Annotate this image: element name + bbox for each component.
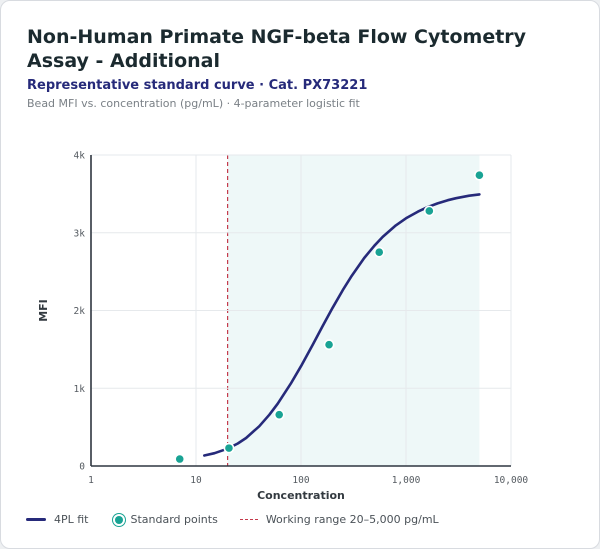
standard-point-6[interactable] — [423, 205, 435, 217]
standard-point-5[interactable] — [373, 246, 385, 258]
legend-label-points: Standard points — [130, 513, 218, 526]
legend-line-swatch — [26, 518, 46, 521]
legend: 4PL fit Standard points Working range 20… — [26, 513, 461, 526]
fit-curve — [203, 193, 481, 457]
standard-point-7[interactable] — [473, 169, 485, 181]
chart-title: Non-Human Primate NGF-beta Flow Cytometr… — [27, 26, 527, 72]
x-tick-label-1: 10 — [190, 475, 202, 486]
legend-dot-swatch — [114, 515, 123, 524]
chart-caption: Bead MFI vs. concentration (pg/mL) · 4-p… — [27, 97, 360, 110]
legend-item-fit[interactable]: 4PL fit — [26, 513, 89, 526]
axis-layer — [90, 155, 511, 467]
x-axis-label: Concentration — [257, 489, 345, 502]
y-tick-label-3: 3k — [74, 228, 86, 239]
legend-dash-swatch — [239, 519, 258, 520]
legend-label-working-range: Working range 20–5,000 pg/mL — [265, 513, 439, 526]
legend-label-fit: 4PL fit — [54, 513, 89, 526]
standard-points-layer — [174, 169, 485, 465]
y-tick-label-4: 4k — [74, 151, 86, 162]
standard-point-1[interactable] — [174, 453, 186, 465]
x-tick-label-3: 1,000 — [392, 475, 421, 486]
legend-item-working-range[interactable]: Working range 20–5,000 pg/mL — [239, 513, 439, 526]
y-tick-label-1: 1k — [74, 384, 86, 395]
x-tick-label-4: 10,000 — [494, 475, 529, 486]
fit-curve-layer — [203, 193, 481, 457]
standard-point-3[interactable] — [273, 409, 285, 421]
y-tick-label-0: 0 — [79, 462, 85, 473]
standard-point-2[interactable] — [223, 442, 235, 454]
grid-layer — [91, 154, 512, 466]
standard-point-4[interactable] — [323, 339, 335, 351]
x-tick-label-0: 1 — [88, 475, 94, 486]
y-axis-label: MFI — [37, 299, 50, 322]
legend-item-points[interactable]: Standard points — [111, 513, 218, 526]
x-tick-label-2: 100 — [292, 475, 309, 486]
y-tick-label-2: 2k — [74, 306, 86, 317]
chart-subtitle: Representative standard curve · Cat. PX7… — [27, 78, 368, 93]
tick-label-layer: 0 1k 2k 3k 4k 1 10 100 1,000 10,000 — [74, 151, 529, 487]
